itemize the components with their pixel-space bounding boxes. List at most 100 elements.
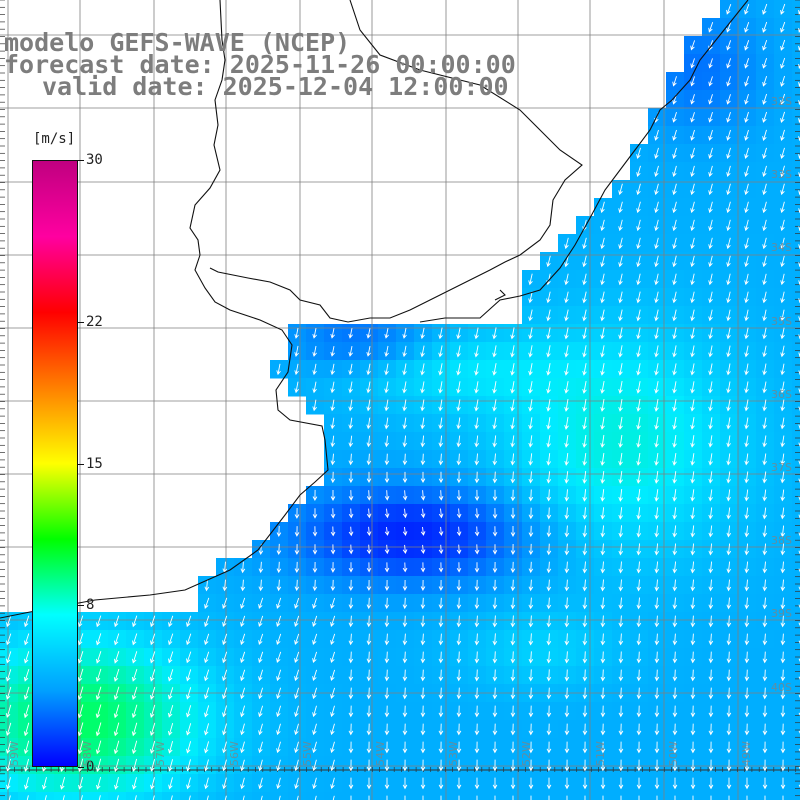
wind-arrow [95, 668, 102, 682]
wind-arrow [618, 327, 623, 340]
wind-arrow [636, 381, 641, 394]
wind-arrow [294, 526, 300, 537]
wind-arrow [276, 615, 282, 627]
wind-arrow [330, 471, 336, 484]
wind-arrow [672, 561, 678, 574]
wind-arrow [672, 273, 677, 286]
wind-arrow [780, 417, 785, 430]
wind-arrow [312, 381, 317, 394]
wind-arrow [510, 669, 516, 682]
wind-arrow [492, 723, 498, 736]
wind-arrow [780, 579, 786, 592]
wind-arrow [582, 399, 587, 412]
wind-arrow [744, 309, 749, 322]
wind-arrow [600, 309, 605, 322]
wind-arrow [690, 58, 695, 69]
wind-arrow [204, 633, 210, 646]
wind-arrow [672, 363, 677, 376]
wind-arrow [548, 795, 550, 800]
wind-arrow [726, 327, 731, 340]
wind-arrow [366, 417, 371, 430]
wind-arrow [312, 687, 318, 700]
wind-arrow [438, 381, 443, 394]
wind-arrow [474, 562, 480, 573]
wind-arrow [744, 399, 749, 412]
wind-arrow [690, 255, 695, 268]
wind-arrow [366, 723, 372, 736]
wind-arrow [564, 345, 569, 358]
wind-arrow [312, 508, 318, 519]
wind-arrow [780, 363, 785, 376]
wind-arrow [530, 795, 532, 800]
wind-arrow [744, 219, 749, 232]
wind-arrow [420, 597, 426, 610]
wind-arrow [600, 525, 606, 538]
wind-arrow [276, 669, 282, 682]
wind-arrow [690, 40, 696, 51]
wind-arrow [276, 651, 282, 663]
wind-arrow [348, 723, 354, 736]
wind-arrow [384, 651, 390, 664]
wind-arrow [149, 704, 156, 719]
wind-arrow [366, 399, 371, 412]
wind-arrow [636, 471, 641, 484]
wind-arrow [654, 291, 659, 304]
wind-cell [792, 54, 800, 73]
wind-arrow [780, 111, 786, 123]
wind-cell [36, 792, 55, 800]
wind-cell [792, 432, 800, 451]
wind-arrow [420, 363, 425, 376]
wind-arrow [222, 777, 227, 790]
wind-arrow [276, 741, 281, 754]
longitude-label: 51W [593, 741, 607, 766]
wind-arrow [132, 615, 138, 628]
wind-arrow [312, 328, 317, 339]
wind-arrow [492, 544, 498, 555]
wind-arrow [672, 237, 677, 250]
wind-arrow [528, 741, 534, 754]
wind-arrow [744, 201, 749, 214]
wind-arrow [330, 363, 335, 376]
wind-arrow [62, 795, 65, 800]
wind-arrow [528, 525, 534, 538]
wind-arrow [690, 561, 696, 574]
model-title: modelo GEFS-WAVE (NCEP) [4, 28, 351, 57]
wind-arrow [780, 777, 786, 790]
wind-arrow [366, 562, 372, 573]
wind-arrow [528, 615, 534, 628]
wind-arrow [600, 597, 606, 610]
wind-arrow [690, 489, 695, 502]
wind-arrow [600, 255, 605, 268]
wind-arrow [492, 741, 498, 754]
wind-arrow [312, 345, 317, 357]
wind-arrow [744, 345, 749, 358]
wind-arrow [330, 381, 335, 394]
forecast-date: forecast date: 2025-11-26 00:00:00 [4, 50, 516, 79]
wind-arrow [690, 112, 695, 123]
wind-arrow [600, 543, 606, 556]
wind-arrow [98, 795, 101, 800]
wind-arrow [312, 561, 318, 573]
wind-arrow [294, 615, 300, 627]
wind-arrow [636, 507, 641, 520]
wind-arrow [402, 363, 407, 376]
wind-arrow [204, 615, 210, 628]
wind-cell [0, 792, 19, 800]
wind-arrow [438, 399, 443, 412]
wind-arrow [312, 399, 317, 412]
wind-arrow [278, 795, 281, 800]
wind-arrow [168, 651, 174, 664]
wind-arrow [708, 525, 714, 538]
wind-arrow [510, 489, 516, 502]
wind-arrow [384, 363, 389, 376]
wind-arrow [510, 526, 516, 537]
wind-arrow [726, 507, 731, 520]
wind-arrow [726, 597, 732, 610]
wind-arrow [762, 399, 767, 412]
wind-arrow [726, 579, 732, 592]
wind-arrow [366, 381, 371, 394]
wind-arrow [762, 237, 767, 250]
wind-arrow [708, 129, 713, 141]
wind-arrow [708, 561, 714, 574]
